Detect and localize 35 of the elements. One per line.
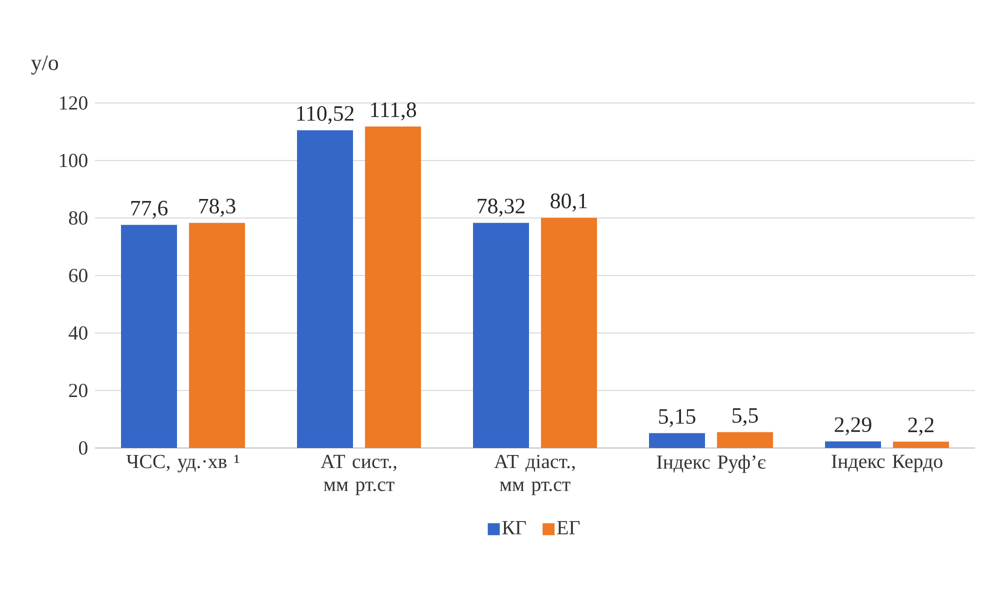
y-tick-label: 60	[69, 268, 88, 282]
bar	[189, 222, 246, 448]
bar	[717, 432, 774, 448]
bar	[649, 433, 706, 448]
legend-label: КГ	[502, 521, 526, 534]
data-label: 78,32	[478, 198, 524, 217]
data-label: 2,2	[908, 418, 934, 436]
y-tick-label: 40	[68, 326, 88, 340]
data-label: 2,29	[834, 417, 872, 436]
data-label: 5,15	[659, 409, 696, 427]
data-label: 5,5	[732, 408, 758, 426]
bar	[365, 126, 422, 448]
y-tick-label: 0	[78, 441, 88, 455]
bar	[473, 222, 530, 448]
y-tick-label: 80	[69, 211, 88, 225]
data-label: 77,6	[131, 200, 168, 219]
y-tick-label: 20	[69, 384, 88, 398]
x-tick-label: ЧСС, уд.·хв ¹	[126, 454, 240, 472]
bar	[541, 218, 598, 448]
data-label: 111,8	[371, 102, 416, 120]
data-label: 110,52	[297, 106, 354, 124]
x-tick-label: АТ діаст., мм рт.ст	[494, 454, 575, 496]
bar	[825, 441, 882, 448]
legend-label: ЕГ	[557, 521, 580, 534]
y-axis-title: y/o	[31, 55, 58, 75]
y-tick-label: 100	[60, 154, 88, 168]
bar	[297, 130, 354, 448]
bar	[121, 224, 178, 448]
bar	[893, 442, 950, 448]
x-tick-label: Індекс Руф’є	[656, 454, 766, 473]
data-label: 80,1	[550, 194, 587, 212]
data-label: 78,3	[199, 198, 236, 217]
y-tick-label: 120	[60, 96, 88, 110]
x-tick-label: АТ сист., мм рт.ст	[320, 454, 396, 496]
x-tick-label: Індекс Кердо	[832, 454, 942, 472]
